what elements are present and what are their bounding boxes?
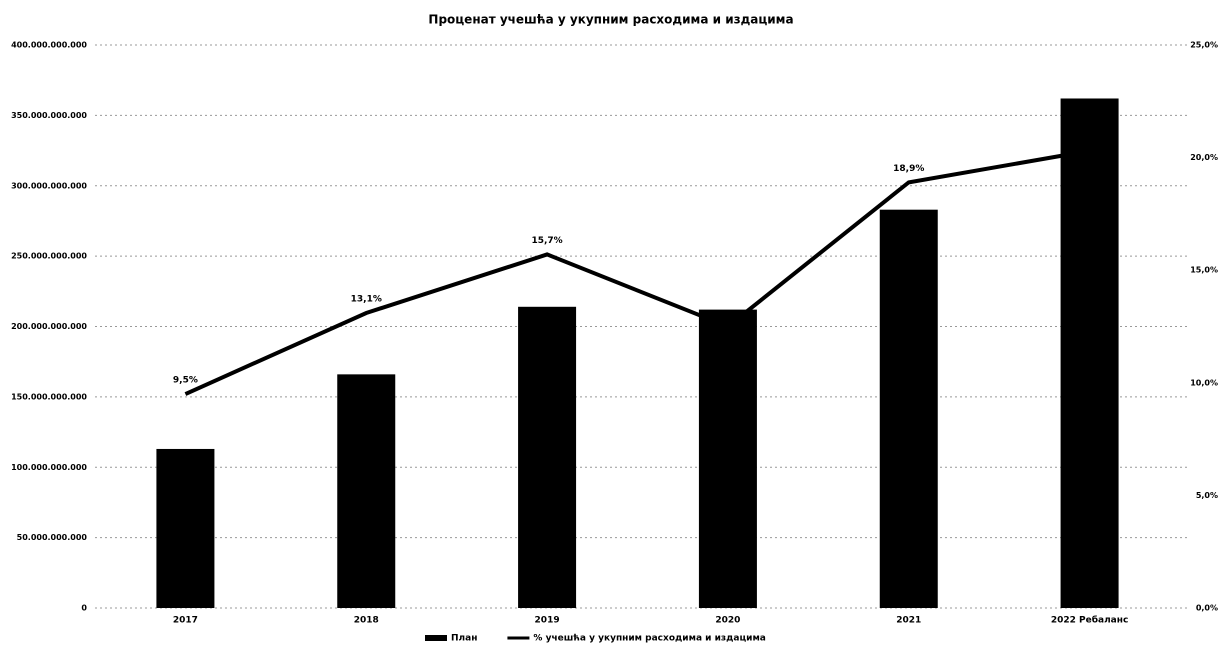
legend-label: % учешћа у укупним расходима и издацима (533, 634, 765, 644)
x-tick-label: 2018 (354, 616, 379, 626)
data-label: 9,5% (173, 376, 198, 386)
bar (337, 374, 396, 608)
x-tick-label: 2022 Ребаланс (1051, 615, 1128, 626)
bar (518, 306, 577, 608)
y-tick-label: 100.000.000.000 (11, 463, 87, 472)
y-tick-label: 50.000.000.000 (17, 533, 88, 542)
data-label: 18,9% (893, 164, 924, 174)
legend-swatch (425, 635, 447, 641)
chart-title: Проценат учешћа у укупним расходима и из… (428, 13, 793, 27)
y2-tick-label: 20,0% (1190, 153, 1218, 162)
data-label: 15,7% (531, 236, 562, 246)
y-tick-label: 200.000.000.000 (11, 322, 87, 331)
y-tick-label: 150.000.000.000 (11, 392, 87, 401)
legend-label: План (451, 634, 477, 644)
data-label: 13,1% (351, 294, 382, 304)
y2-tick-label: 25,0% (1190, 41, 1218, 50)
x-tick-label: 2019 (535, 616, 560, 626)
x-tick-label: 2020 (715, 616, 740, 626)
y-tick-label: 350.000.000.000 (11, 111, 87, 120)
y-tick-label: 0 (81, 604, 87, 613)
line (184, 148, 1090, 396)
x-tick-label: 2017 (173, 616, 198, 626)
y-tick-label: 400.000.000.000 (11, 41, 87, 50)
bar (698, 309, 757, 608)
y2-tick-label: 10,0% (1190, 378, 1218, 387)
x-tick-label: 2021 (896, 616, 921, 626)
data-label: 20,3% (1074, 132, 1105, 142)
bar (156, 448, 215, 608)
y2-tick-label: 15,0% (1190, 266, 1218, 275)
bar (1060, 98, 1119, 609)
bar (879, 209, 938, 609)
y-tick-label: 300.000.000.000 (11, 181, 87, 190)
y-tick-label: 250.000.000.000 (11, 252, 87, 261)
y2-tick-label: 5,0% (1196, 491, 1218, 500)
y2-tick-label: 0,0% (1196, 604, 1218, 613)
